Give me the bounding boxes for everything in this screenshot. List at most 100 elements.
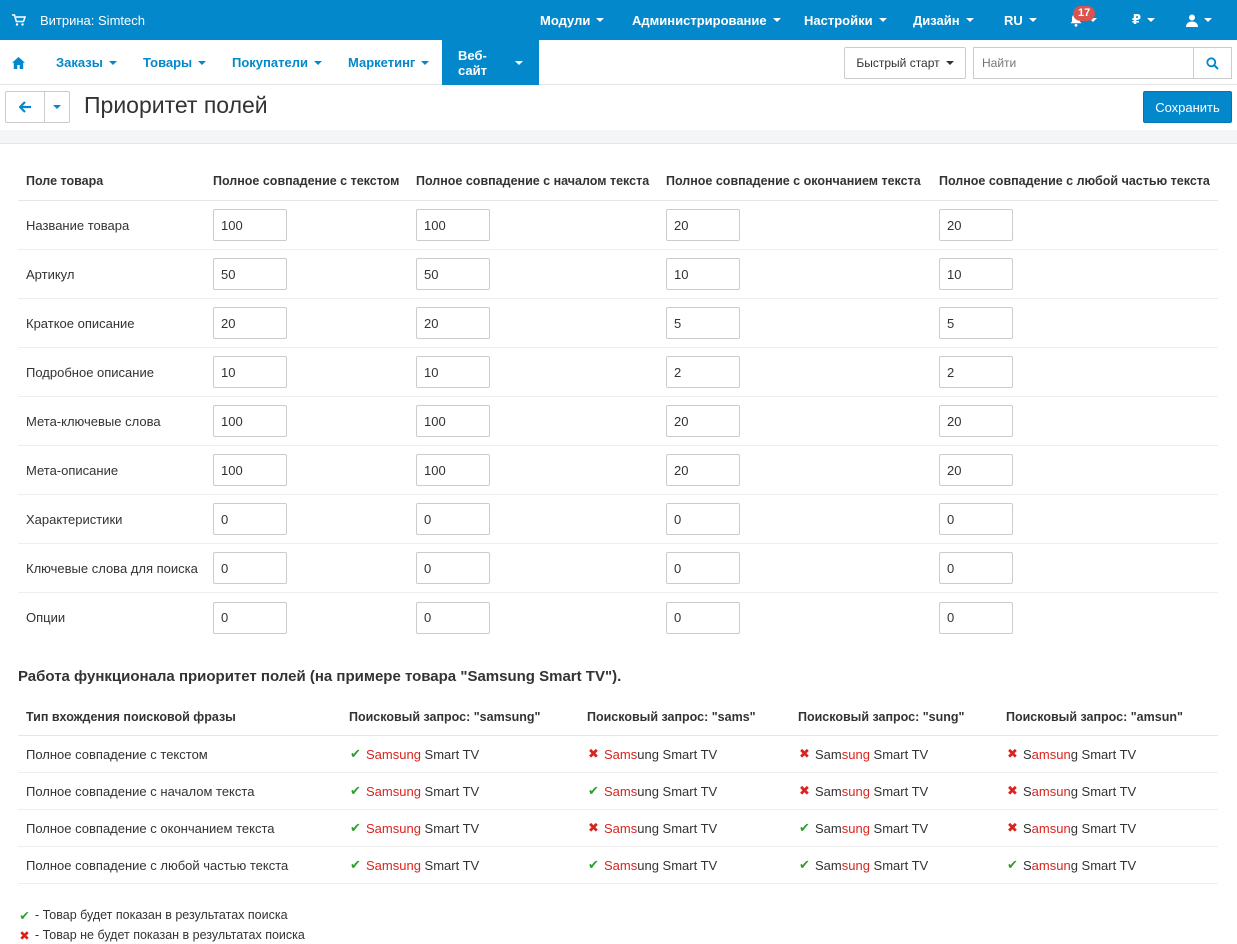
priority-cell [416, 348, 490, 396]
priority-input[interactable] [416, 454, 490, 486]
priority-input[interactable] [666, 552, 740, 584]
priority-input[interactable] [416, 601, 490, 634]
top-bar: Витрина: Simtech Модули Администрировани… [0, 0, 1237, 40]
priority-input[interactable] [939, 258, 1013, 290]
search-button[interactable] [1193, 47, 1232, 79]
save-button[interactable]: Сохранить [1143, 91, 1232, 123]
priority-input[interactable] [939, 307, 1013, 339]
store-label: Витрина: Simtech [40, 12, 145, 28]
nav-customers[interactable]: Покупатели [232, 40, 322, 85]
product-name: Samsung Smart TV [366, 746, 480, 762]
priority-cell [666, 201, 740, 249]
priority-input[interactable] [416, 356, 490, 388]
column-header: Тип вхождения поисковой фразы [26, 710, 236, 724]
priority-input[interactable] [666, 356, 740, 388]
match-highlight: sung [841, 783, 870, 799]
table-row: Ключевые слова для поиска [18, 544, 1218, 593]
priority-input[interactable] [939, 209, 1013, 241]
priority-input[interactable] [666, 454, 740, 486]
menu-settings[interactable]: Настройки [804, 0, 887, 40]
priority-input[interactable] [416, 209, 490, 241]
match-type-label: Полное совпадение с любой частью текста [26, 857, 289, 873]
priority-input[interactable] [213, 258, 287, 290]
back-dropdown-button[interactable] [44, 91, 70, 123]
menu-modules[interactable]: Модули [540, 0, 605, 40]
priority-input[interactable] [416, 552, 490, 584]
result-cell: ✔ Samsung Smart TV [349, 773, 479, 809]
example-table: Тип вхождения поисковой фразы Поисковый … [18, 699, 1218, 884]
cross-icon: ✖ [799, 783, 810, 798]
priority-cell [939, 397, 1013, 445]
priority-input[interactable] [939, 454, 1013, 486]
priority-input[interactable] [666, 601, 740, 634]
nav-website[interactable]: Веб-сайт [442, 40, 539, 85]
menu-currency[interactable]: ₽ [1132, 0, 1156, 40]
priority-input[interactable] [666, 503, 740, 535]
cross-icon: ✖ [588, 820, 599, 835]
chevron-down-icon [313, 60, 322, 65]
menu-language[interactable]: RU [1004, 0, 1037, 40]
priority-input[interactable] [666, 258, 740, 290]
product-name: Samsung Smart TV [366, 783, 480, 799]
priority-input[interactable] [213, 356, 287, 388]
priority-cell [939, 495, 1013, 543]
priority-input[interactable] [416, 503, 490, 535]
nav-orders[interactable]: Заказы [56, 40, 117, 85]
priority-input[interactable] [939, 405, 1013, 437]
table-row: Полное совпадение с началом текста ✔ Samsu… [18, 773, 1218, 810]
priority-input[interactable] [666, 209, 740, 241]
priority-input[interactable] [416, 258, 490, 290]
cross-icon: ✖ [19, 928, 30, 943]
priority-input[interactable] [213, 552, 287, 584]
match-highlight: amsun [1031, 783, 1071, 799]
search-input[interactable] [973, 47, 1194, 79]
priority-cell [666, 250, 740, 298]
check-icon: ✔ [799, 820, 810, 835]
table-row: Мета-описание [18, 446, 1218, 495]
quick-start-button[interactable]: Быстрый старт [844, 47, 966, 79]
priority-input[interactable] [939, 356, 1013, 388]
nav-marketing[interactable]: Маркетинг [348, 40, 430, 85]
chevron-down-icon [108, 60, 117, 65]
priority-input[interactable] [939, 601, 1013, 634]
example-title: Работа функционала приоритет полей (на п… [18, 668, 622, 685]
product-name: Samsung Smart TV [604, 746, 718, 762]
column-header: Поисковый запрос: "sams" [587, 710, 756, 724]
product-name: Samsung Smart TV [815, 857, 929, 873]
priority-cell [666, 348, 740, 396]
product-name: Samsung Smart TV [604, 857, 718, 873]
match-highlight: Samsung [366, 746, 421, 762]
priority-input[interactable] [666, 405, 740, 437]
priority-input[interactable] [939, 552, 1013, 584]
table-row: Краткое описание [18, 299, 1218, 348]
priority-input[interactable] [666, 307, 740, 339]
nav-products[interactable]: Товары [143, 40, 207, 85]
product-name: Samsung Smart TV [366, 857, 480, 873]
priority-input[interactable] [416, 307, 490, 339]
priority-cell [213, 201, 287, 249]
check-icon: ✔ [799, 857, 810, 872]
store-switcher[interactable]: Витрина: Simtech [12, 0, 145, 40]
priority-input[interactable] [213, 503, 287, 535]
match-highlight: Sams [604, 857, 638, 873]
menu-administration[interactable]: Администрирование [632, 0, 781, 40]
priority-input[interactable] [213, 405, 287, 437]
home-button[interactable] [12, 40, 25, 85]
priority-cell [416, 250, 490, 298]
priority-input[interactable] [213, 209, 287, 241]
priority-input[interactable] [939, 503, 1013, 535]
priority-input[interactable] [213, 307, 287, 339]
table-row: Полное совпадение с текстом ✔ Samsung Smar… [18, 736, 1218, 773]
user-menu[interactable] [1186, 0, 1212, 40]
result-cell: ✖ Samsung Smart TV [587, 736, 717, 772]
match-highlight: sung [841, 746, 870, 762]
match-type-label: Полное совпадение с началом текста [26, 783, 255, 799]
priority-input[interactable] [416, 405, 490, 437]
back-button[interactable] [5, 91, 45, 123]
menu-design[interactable]: Дизайн [913, 0, 974, 40]
priority-cell [416, 593, 490, 642]
page-title: Приоритет полей [84, 92, 268, 118]
cross-icon: ✖ [1007, 820, 1018, 835]
priority-input[interactable] [213, 454, 287, 486]
priority-input[interactable] [213, 601, 287, 634]
